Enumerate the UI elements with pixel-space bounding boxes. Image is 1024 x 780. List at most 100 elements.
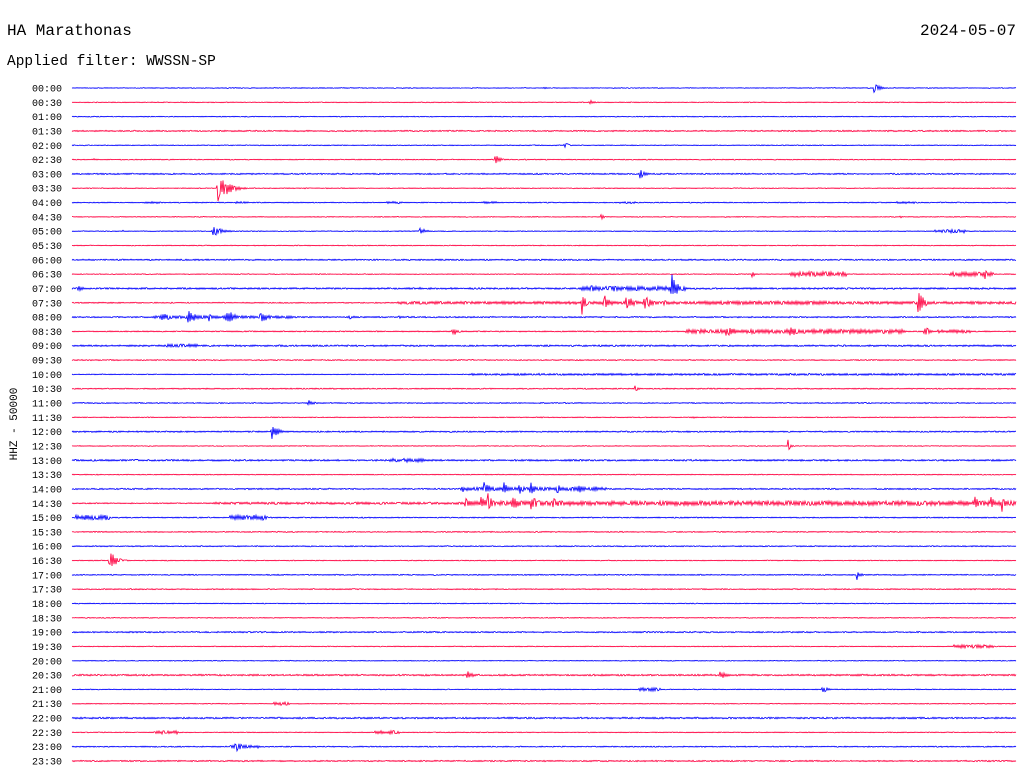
seismic-trace bbox=[71, 716, 1017, 720]
time-label: 18:30 bbox=[32, 614, 62, 625]
seismic-trace bbox=[71, 342, 1017, 349]
time-label: 22:00 bbox=[32, 715, 62, 726]
time-label: 03:00 bbox=[32, 170, 62, 181]
seismic-trace bbox=[71, 643, 1017, 650]
seismic-trace bbox=[71, 513, 1017, 522]
time-label: 21:00 bbox=[32, 686, 62, 697]
time-label: 21:30 bbox=[32, 700, 62, 711]
seismic-trace bbox=[71, 327, 1017, 337]
seismic-trace bbox=[71, 84, 1017, 94]
time-label: 06:00 bbox=[32, 256, 62, 267]
seismic-trace bbox=[71, 759, 1017, 763]
seismic-trace bbox=[71, 630, 1017, 634]
seismic-trace bbox=[71, 244, 1017, 247]
seismic-trace bbox=[71, 156, 1017, 164]
time-label: 04:00 bbox=[32, 199, 62, 210]
time-label: 20:30 bbox=[32, 672, 62, 683]
seismic-trace bbox=[71, 544, 1017, 548]
time-label: 20:00 bbox=[32, 657, 62, 668]
time-label: 15:30 bbox=[32, 528, 62, 539]
time-label: 05:30 bbox=[32, 242, 62, 253]
seismic-trace bbox=[71, 659, 1017, 662]
seismic-trace bbox=[71, 482, 1017, 494]
seismic-trace bbox=[71, 293, 1017, 315]
time-label: 10:00 bbox=[32, 371, 62, 382]
time-label: 16:00 bbox=[32, 543, 62, 554]
seismic-trace bbox=[71, 372, 1017, 377]
station-title: HA Marathonas bbox=[7, 22, 132, 40]
seismic-trace bbox=[71, 616, 1017, 619]
seismic-trace bbox=[71, 170, 1017, 179]
time-label: 09:00 bbox=[32, 342, 62, 353]
time-label: 02:30 bbox=[32, 156, 62, 167]
time-label: 07:00 bbox=[32, 285, 62, 296]
time-label: 14:00 bbox=[32, 485, 62, 496]
seismic-trace bbox=[71, 686, 1017, 693]
seismic-trace bbox=[71, 129, 1017, 133]
time-label: 13:30 bbox=[32, 471, 62, 482]
time-label: 17:00 bbox=[32, 571, 62, 582]
time-label: 00:30 bbox=[32, 99, 62, 110]
time-label: 00:00 bbox=[32, 85, 62, 96]
time-label: 11:30 bbox=[32, 414, 62, 425]
time-label: 19:30 bbox=[32, 643, 62, 654]
seismic-trace bbox=[71, 226, 1017, 236]
time-label: 01:30 bbox=[32, 127, 62, 138]
time-label: 07:30 bbox=[32, 299, 62, 310]
seismic-trace bbox=[71, 457, 1017, 464]
trace-group: 00:00 00:30 01:00 01:30 02:00 02:30 03:00 03:30… bbox=[32, 84, 1017, 769]
time-label: 03:30 bbox=[32, 185, 62, 196]
time-label: 12:30 bbox=[32, 442, 62, 453]
seismic-trace bbox=[71, 274, 1017, 294]
time-label: 15:00 bbox=[32, 514, 62, 525]
time-label: 22:30 bbox=[32, 729, 62, 740]
time-label: 17:30 bbox=[32, 586, 62, 597]
time-label: 01:00 bbox=[32, 113, 62, 124]
time-label: 10:30 bbox=[32, 385, 62, 396]
seismic-trace bbox=[71, 602, 1017, 605]
seismic-trace bbox=[71, 99, 1017, 105]
time-label: 23:30 bbox=[32, 758, 62, 769]
seismic-trace bbox=[71, 493, 1017, 512]
seismic-trace bbox=[71, 143, 1017, 149]
time-label: 06:30 bbox=[32, 271, 62, 282]
time-label: 11:00 bbox=[32, 400, 62, 411]
seismic-trace bbox=[71, 358, 1017, 362]
seismic-trace bbox=[71, 530, 1017, 534]
seismic-trace bbox=[71, 439, 1017, 451]
channel-scale-label: HHZ - 50000 bbox=[9, 388, 21, 461]
seismic-trace bbox=[71, 213, 1017, 221]
seismic-trace bbox=[71, 115, 1017, 118]
time-label: 08:00 bbox=[32, 314, 62, 325]
time-label: 16:30 bbox=[32, 557, 62, 568]
date-label: 2024-05-07 bbox=[920, 22, 1016, 40]
seismic-trace bbox=[71, 427, 1017, 439]
time-label: 19:00 bbox=[32, 629, 62, 640]
time-label: 12:00 bbox=[32, 428, 62, 439]
seismic-trace bbox=[71, 587, 1017, 591]
seismic-trace bbox=[71, 416, 1017, 419]
seismic-trace bbox=[71, 269, 1017, 279]
seismic-trace bbox=[71, 743, 1017, 753]
seismic-trace bbox=[71, 200, 1017, 205]
seismic-trace bbox=[71, 311, 1017, 323]
seismic-trace bbox=[71, 553, 1017, 567]
seismic-trace bbox=[71, 258, 1017, 262]
time-label: 05:00 bbox=[32, 228, 62, 239]
seismic-trace bbox=[71, 385, 1017, 391]
time-label: 14:30 bbox=[32, 500, 62, 511]
time-label: 04:30 bbox=[32, 213, 62, 224]
time-label: 02:00 bbox=[32, 142, 62, 153]
time-label: 09:30 bbox=[32, 357, 62, 368]
time-label: 13:00 bbox=[32, 457, 62, 468]
seismic-trace bbox=[71, 180, 1017, 202]
seismic-trace bbox=[71, 400, 1017, 406]
seismic-trace bbox=[71, 473, 1017, 476]
time-label: 08:30 bbox=[32, 328, 62, 339]
seismic-trace bbox=[71, 572, 1017, 580]
time-label: 23:00 bbox=[32, 743, 62, 754]
seismic-trace bbox=[71, 700, 1017, 707]
filter-label: Applied filter: WWSSN-SP bbox=[7, 54, 216, 70]
